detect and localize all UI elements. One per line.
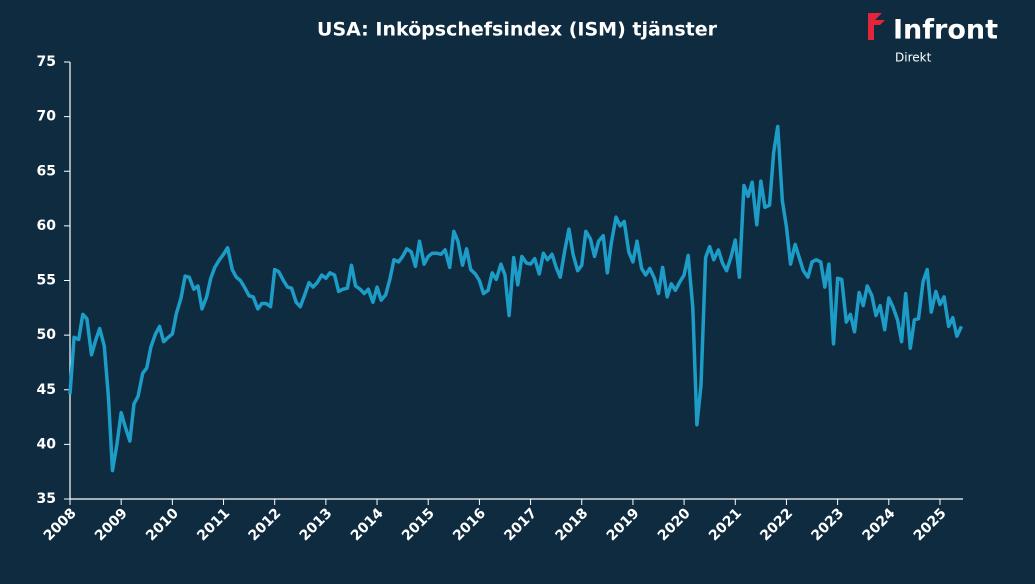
y-tick-label: 60 bbox=[37, 218, 57, 234]
logo-icon bbox=[868, 13, 885, 40]
logo-name: Infront bbox=[893, 15, 998, 46]
logo: Infront Direkt bbox=[868, 13, 998, 65]
y-tick-label: 55 bbox=[37, 273, 56, 289]
data-line bbox=[68, 124, 964, 473]
chart-title: USA: Inköpschefsindex (ISM) tjänster bbox=[317, 19, 718, 41]
y-tick-label: 45 bbox=[37, 382, 56, 398]
y-tick-label: 40 bbox=[37, 436, 57, 452]
y-tick-label: 50 bbox=[37, 327, 57, 343]
y-tick-label: 70 bbox=[37, 109, 57, 125]
y-tick-label: 75 bbox=[37, 54, 56, 70]
logo-sub: Direkt bbox=[895, 51, 932, 65]
y-tick-label: 35 bbox=[37, 491, 56, 507]
y-tick-label: 65 bbox=[37, 163, 56, 179]
